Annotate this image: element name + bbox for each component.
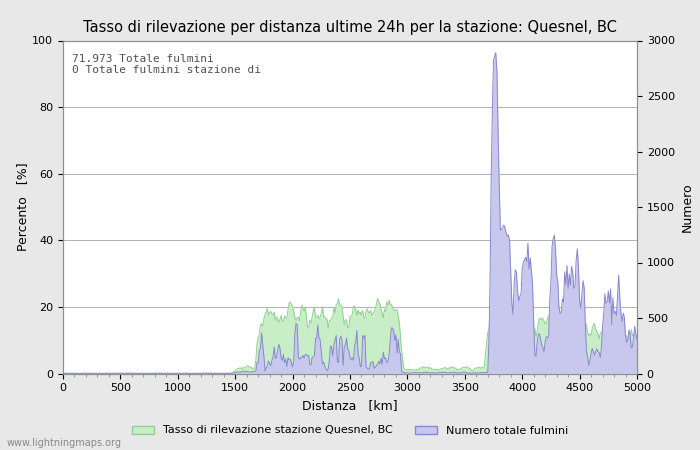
Text: 71.973 Totale fulmini
0 Totale fulmini stazione di: 71.973 Totale fulmini 0 Totale fulmini s… [71,54,260,76]
Legend: Tasso di rilevazione stazione Quesnel, BC, Numero totale fulmini: Tasso di rilevazione stazione Quesnel, B… [127,421,573,440]
Text: www.lightningmaps.org: www.lightningmaps.org [7,437,122,447]
X-axis label: Distanza   [km]: Distanza [km] [302,399,398,412]
Title: Tasso di rilevazione per distanza ultime 24h per la stazione: Quesnel, BC: Tasso di rilevazione per distanza ultime… [83,20,617,35]
Y-axis label: Percento   [%]: Percento [%] [17,163,29,251]
Y-axis label: Numero: Numero [680,182,694,232]
